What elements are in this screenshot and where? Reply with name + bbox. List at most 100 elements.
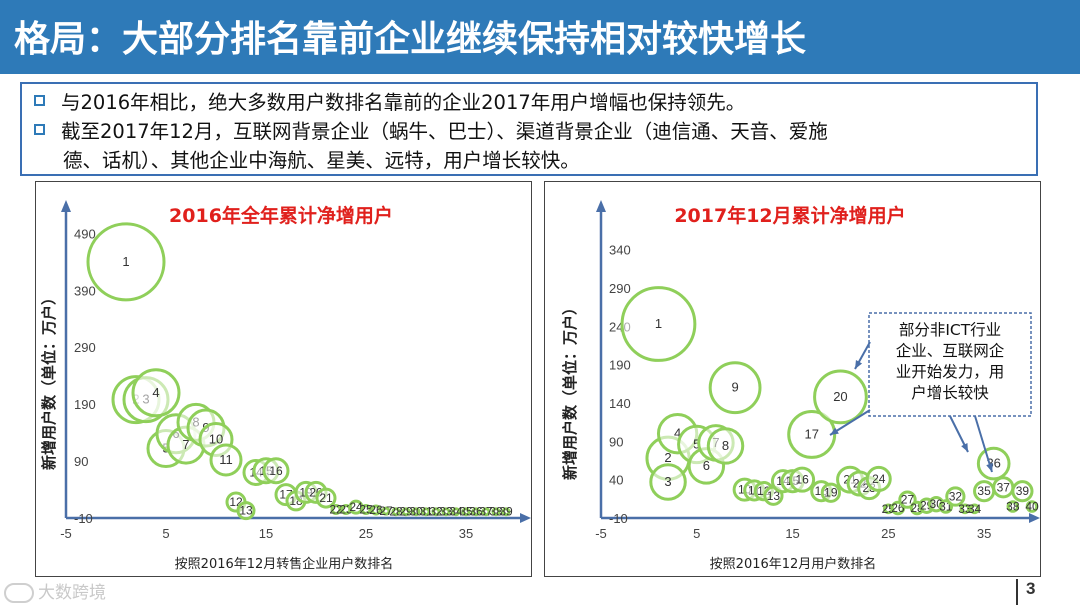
- bubble-point: [1006, 500, 1020, 513]
- bubble-point: [706, 427, 745, 465]
- bullet-item-2: 截至2017年12月，互联网背景企业（蜗牛、巴士）、渠道背景企业（迪信通、天音、…: [34, 116, 828, 147]
- bubble-label: 4: [674, 426, 681, 441]
- callout-box: [868, 312, 1032, 417]
- bubble-label: 21: [319, 491, 333, 505]
- bubble-point: [209, 443, 243, 477]
- y-tick-label: 90: [74, 454, 88, 469]
- bubble-label: 37: [997, 480, 1011, 494]
- bubble-label: 30: [409, 505, 423, 519]
- bubble-label: 24: [349, 500, 363, 514]
- bubble-point: [370, 504, 382, 516]
- y-tick-label: 140: [609, 396, 631, 411]
- watermark-text: 大数跨境: [38, 583, 106, 603]
- bubble-point: [441, 507, 451, 517]
- bubble-point: [865, 465, 892, 492]
- bubble-label: 33: [958, 502, 972, 516]
- bubble-point: [391, 507, 401, 517]
- bubble-point: [898, 490, 917, 509]
- bubble-point: [401, 507, 411, 517]
- bubble-label: 33: [439, 505, 453, 519]
- callout-arrowhead-icon: [830, 427, 839, 435]
- bubble-point: [330, 503, 342, 515]
- bubble-label: 5: [693, 436, 700, 451]
- bubble-label: 31: [419, 505, 433, 519]
- bubble-point: [86, 222, 166, 302]
- bubble-label: 27: [379, 504, 393, 518]
- bullet-box: 与2016年相比，绝大多数用户数排名靠前的企业2017年用户增幅也保持领先。 截…: [20, 82, 1038, 176]
- bubble-point: [315, 487, 337, 509]
- bubble-point: [945, 486, 966, 507]
- callout-text: 企业、互联网企: [896, 342, 1005, 360]
- x-tick-label: 5: [693, 526, 700, 541]
- bubble-label: 26: [369, 503, 383, 517]
- callout-arrowhead-icon: [986, 463, 993, 472]
- x-axis-label: 按照2016年12月转售企业用户数排名: [175, 556, 394, 572]
- x-tick-label: -5: [595, 526, 607, 541]
- bubble-label: 39: [499, 505, 513, 519]
- bubble-label: 1: [655, 316, 662, 331]
- bubble-point: [620, 286, 697, 362]
- bubble-label: 39: [1016, 484, 1030, 498]
- bubble-label: 35: [977, 484, 991, 498]
- bubble-label: 13: [239, 504, 253, 518]
- bubble-point: [969, 503, 980, 515]
- square-bullet-icon: [34, 124, 45, 135]
- y-tick-label: -10: [74, 511, 93, 526]
- x-tick-label: 5: [162, 526, 169, 541]
- y-tick-label: -10: [609, 511, 628, 526]
- bubble-label: 17: [804, 426, 818, 441]
- x-tick-label: 25: [359, 526, 373, 541]
- y-axis-label: 新增用户数（单位：万户）: [561, 300, 579, 480]
- bubble-label: 38: [489, 505, 503, 519]
- x-tick-label: 15: [785, 526, 799, 541]
- bubble-label: 13: [767, 489, 781, 503]
- square-bullet-icon: [34, 95, 45, 106]
- bullet-item-2-continued: 德、话机）、其他企业中海航、星美、远特，用户增长较快。: [34, 145, 580, 176]
- bubble-label: 27: [901, 493, 915, 507]
- x-tick-label: 25: [881, 526, 895, 541]
- bubble-label: 3: [664, 474, 671, 489]
- x-axis-arrow-icon: [520, 513, 531, 523]
- y-tick-label: 340: [609, 243, 631, 258]
- bubble-label: 2: [664, 450, 671, 465]
- bubble-label: 16: [269, 464, 283, 478]
- y-tick-label: 290: [74, 340, 96, 355]
- bubble-label: 16: [795, 473, 809, 487]
- bubble-label: 28: [389, 505, 403, 519]
- chart-title: 2016年全年累计净增用户: [169, 204, 393, 227]
- bubble-point: [421, 507, 431, 517]
- y-axis-label: 新增用户数（单位：万户）: [40, 290, 58, 470]
- chart-title: 2017年12月累计净增用户: [674, 204, 905, 227]
- bubble-label: 8: [722, 438, 729, 453]
- y-tick-label: 290: [609, 281, 631, 296]
- bubble-chart-2016: 2016年全年累计净增用户 -10 90 190 290 390 490 -5 5 15 25 35 按…: [40, 200, 531, 572]
- x-tick-label: -5: [60, 526, 72, 541]
- y-axis-arrow-icon: [596, 200, 606, 212]
- bubble-label: 19: [824, 486, 838, 500]
- bubble-label: 10: [209, 431, 223, 446]
- bubble-point: [461, 507, 471, 517]
- x-tick-label: 15: [259, 526, 273, 541]
- bubble-label: 11: [219, 452, 233, 467]
- bubble-point: [649, 463, 687, 501]
- bubble-point: [501, 507, 511, 517]
- bubble-label: 22: [329, 502, 343, 516]
- bubble-label: 25: [359, 502, 373, 516]
- callout-text: 业开始发力，用: [896, 363, 1005, 381]
- y-tick-label: 390: [74, 283, 96, 298]
- bubble-point: [381, 506, 391, 516]
- bullet-text: 德、话机）、其他企业中海航、星美、远特，用户增长较快。: [63, 149, 580, 172]
- x-axis-label: 按照2016年12月用户数排名: [710, 556, 877, 572]
- bubble-label: 36: [469, 505, 483, 519]
- bubble-label: 32: [429, 505, 443, 519]
- callout-arrowhead-icon: [961, 443, 968, 452]
- slide-title: 格局：大部分排名靠前企业继续保持相对较快增长: [14, 19, 807, 60]
- bubble-label: 29: [399, 505, 413, 519]
- bullet-text: 截至2017年12月，互联网背景企业（蜗牛、巴士）、渠道背景企业（迪信通、天音、…: [61, 120, 828, 143]
- bubble-point: [708, 361, 762, 415]
- bubble-label: 4: [152, 385, 159, 400]
- bubble-label: 20: [833, 389, 847, 404]
- bubble-point: [959, 503, 971, 515]
